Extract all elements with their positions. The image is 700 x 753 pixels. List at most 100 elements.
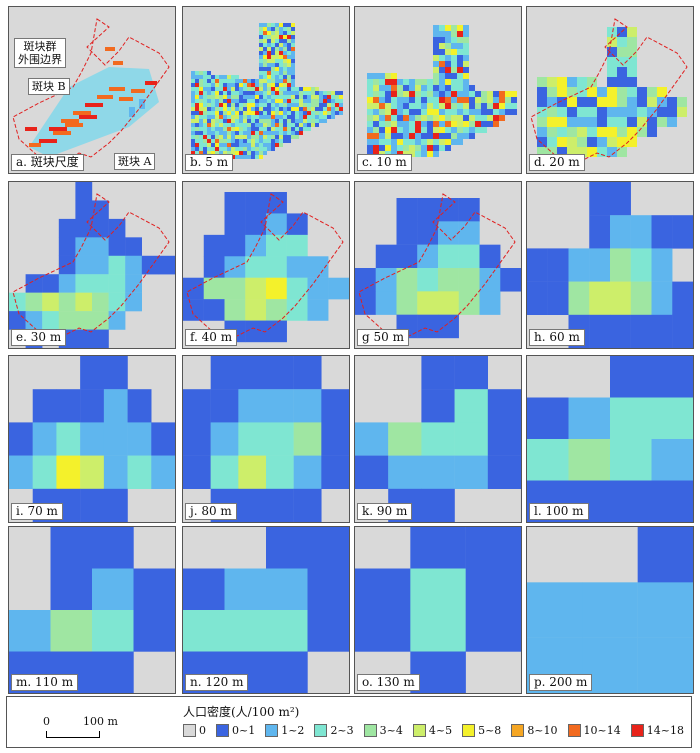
density-cell <box>103 488 128 522</box>
density-cell <box>339 107 343 111</box>
density-cell <box>267 147 271 151</box>
density-cell <box>451 85 457 91</box>
density-cell <box>445 37 451 43</box>
density-cell <box>315 107 319 111</box>
density-cell <box>617 87 627 97</box>
density-cell <box>191 151 195 155</box>
density-cell <box>457 55 463 61</box>
density-cell <box>307 277 329 300</box>
density-cell <box>263 27 267 31</box>
density-cell <box>367 73 373 79</box>
density-cell <box>271 71 275 75</box>
density-cell <box>415 151 421 157</box>
density-cell <box>557 107 567 117</box>
density-cell <box>421 127 427 133</box>
map-panel-l: l. 100 m <box>526 355 694 523</box>
density-cell <box>251 119 255 123</box>
density-cell <box>291 107 295 111</box>
density-cell <box>271 31 275 35</box>
density-cell <box>417 221 439 245</box>
density-cell <box>610 281 631 315</box>
density-cell <box>438 244 459 269</box>
density-cell <box>245 277 267 300</box>
density-cell <box>287 59 291 63</box>
density-cell <box>247 123 251 127</box>
density-cell <box>607 97 617 107</box>
density-cell <box>577 77 587 87</box>
density-cell <box>92 218 109 238</box>
density-cell <box>373 85 379 91</box>
density-cell <box>251 127 255 131</box>
density-cell <box>427 85 433 91</box>
density-cell <box>255 143 259 147</box>
density-cell <box>339 103 343 107</box>
density-cell <box>287 51 291 55</box>
density-cell <box>279 23 283 27</box>
density-cell <box>454 455 488 489</box>
density-cell <box>235 87 239 91</box>
density-cell <box>415 109 421 115</box>
density-cell <box>433 61 439 67</box>
density-cell <box>610 397 652 440</box>
density-cell <box>203 147 207 151</box>
density-cell <box>295 95 299 99</box>
density-cell <box>283 71 287 75</box>
density-cell <box>445 67 451 73</box>
density-cell <box>80 488 105 522</box>
density-cell <box>627 117 637 127</box>
density-cell <box>291 111 295 115</box>
density-cell <box>75 255 93 275</box>
density-cell <box>469 91 475 97</box>
density-cell <box>259 91 263 95</box>
density-cell <box>283 119 287 123</box>
density-cell <box>373 115 379 121</box>
panel-caption: p. 200 m <box>529 674 593 691</box>
density-cell <box>439 43 445 49</box>
density-cell <box>239 139 243 143</box>
density-cell <box>291 103 295 107</box>
scale-left-label: 0 <box>43 715 50 728</box>
density-cell <box>238 389 267 423</box>
density-cell <box>275 99 279 103</box>
density-cell <box>567 97 577 107</box>
density-cell <box>403 139 409 145</box>
density-cell <box>243 99 247 103</box>
density-cell <box>445 133 451 139</box>
density-cell <box>299 127 303 131</box>
density-cell <box>677 97 687 107</box>
density-cell <box>271 127 275 131</box>
density-cell <box>427 97 433 103</box>
density-cell <box>259 27 263 31</box>
density-cell <box>295 135 299 139</box>
density-cell <box>627 107 637 117</box>
density-cell <box>439 97 445 103</box>
density-cell <box>219 127 223 131</box>
density-cell <box>263 127 267 131</box>
density-cell <box>271 99 275 103</box>
density-cell <box>210 389 239 423</box>
density-cell <box>227 143 231 147</box>
density-cell <box>454 389 488 423</box>
density-cell <box>56 422 81 456</box>
panel-map <box>191 23 343 159</box>
density-cell <box>267 59 271 63</box>
density-cell <box>630 281 652 315</box>
density-cell <box>266 277 287 300</box>
density-cell <box>80 422 105 456</box>
density-cell <box>227 139 231 143</box>
density-cell <box>223 83 227 87</box>
density-cell <box>92 274 109 293</box>
density-cell <box>275 83 279 87</box>
density-cell <box>307 568 349 611</box>
density-cell <box>283 43 287 47</box>
density-cell <box>203 119 207 123</box>
density-cell <box>283 123 287 127</box>
density-cell <box>195 143 199 147</box>
density-cell <box>487 109 493 115</box>
density-cell <box>215 127 219 131</box>
density-cell <box>421 91 427 97</box>
density-cell <box>355 610 411 652</box>
density-cell <box>108 274 126 293</box>
density-cell <box>307 95 311 99</box>
density-cell <box>291 51 295 55</box>
